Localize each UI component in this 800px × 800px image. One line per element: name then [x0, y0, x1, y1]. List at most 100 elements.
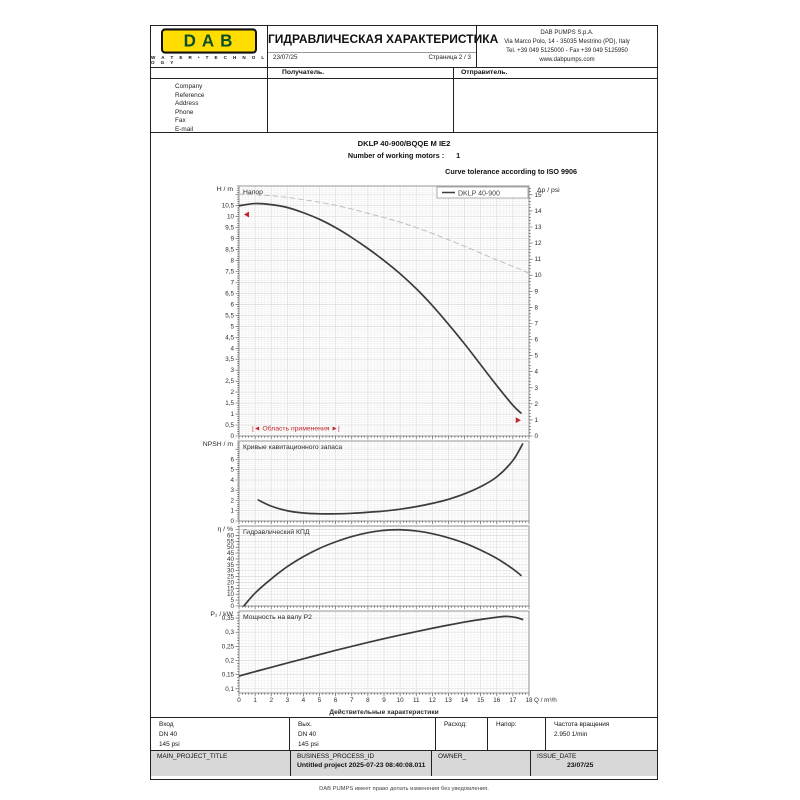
curve-efficiency_pct	[242, 528, 522, 607]
curve-shaft_power_kw	[239, 615, 524, 677]
speed-label: Частота вращения	[554, 721, 610, 728]
svg-text:11: 11	[535, 256, 542, 263]
svg-text:9,5: 9,5	[225, 225, 234, 232]
svg-text:55: 55	[227, 538, 235, 545]
document-sheet: DAB W A T E R • T E C H N O L O G Y ГИДР…	[150, 25, 658, 780]
svg-text:13: 13	[445, 697, 453, 704]
issue-date-cell: ISSUE_DATE 23/07/25	[531, 751, 657, 776]
contact-labels: Company Reference Address Phone Fax E-ma…	[151, 79, 268, 133]
page-title: ГИДРАВЛИЧЕСКАЯ ХАРАКТЕРИСТИКА	[268, 32, 499, 46]
svg-text:1: 1	[535, 417, 539, 424]
svg-text:2,5: 2,5	[225, 378, 234, 385]
svg-text:4,5: 4,5	[225, 334, 234, 341]
logo-tagline: W A T E R • T E C H N O L O G Y	[151, 54, 267, 65]
svg-text:30: 30	[227, 568, 235, 575]
flow-cell: Расход:	[436, 718, 488, 750]
svg-text:14: 14	[461, 697, 469, 704]
issue-date-value: 23/07/25	[567, 762, 594, 769]
svg-text:6: 6	[230, 301, 234, 308]
curve-pressure_psi	[239, 193, 530, 275]
svg-text:5: 5	[318, 697, 322, 704]
svg-text:Напор: Напор	[243, 189, 263, 196]
svg-text:7: 7	[230, 279, 234, 286]
svg-text:|◄ Область применения ►|: |◄ Область применения ►|	[252, 425, 340, 433]
svg-text:0,2: 0,2	[225, 657, 234, 664]
pump-curves-figure: 0 0,5 1 1,5 2 2,5 3 3,5 4 4,5 5 5,5 6 6,5 7 7,5 8 8,5 9 9,5…	[203, 185, 560, 716]
svg-text:3,5: 3,5	[225, 356, 234, 363]
svg-text:Действительные характеристики: Действительные характеристики	[329, 708, 438, 716]
svg-text:45: 45	[227, 550, 235, 557]
speed-value: 2.950 1/min	[554, 730, 588, 738]
svg-text:3: 3	[286, 697, 290, 704]
outlet-pressure: 145 psi	[298, 740, 319, 748]
svg-text:12: 12	[429, 697, 437, 704]
svg-text:5: 5	[230, 323, 234, 330]
svg-text:3: 3	[230, 487, 234, 494]
inlet-pressure: 145 psi	[159, 740, 180, 748]
project-footer-table: MAIN_PROJECT_TITLE BUSINESS_PROCESS_ID U…	[151, 751, 657, 776]
contact-row: Company Reference Address Phone Fax E-ma…	[151, 79, 657, 133]
svg-text:8: 8	[366, 697, 370, 704]
svg-text:0,15: 0,15	[222, 672, 235, 679]
svg-text:H / m: H / m	[217, 186, 234, 193]
owner-cell: OWNER_	[432, 751, 531, 776]
svg-text:20: 20	[227, 579, 235, 586]
working-motors-line: Number of working motors : 1	[151, 151, 657, 160]
svg-text:4: 4	[230, 345, 234, 352]
svg-text:2: 2	[230, 389, 234, 396]
process-id-label: BUSINESS_PROCESS_ID	[297, 753, 375, 760]
outlet-cell: Вых. DN 40 145 psi	[290, 718, 436, 750]
svg-text:14: 14	[535, 208, 543, 215]
svg-text:2: 2	[269, 697, 273, 704]
curve-head_m	[239, 202, 522, 414]
svg-text:1: 1	[230, 411, 234, 418]
svg-text:NPSH / m: NPSH / m	[203, 441, 234, 448]
dab-logo: DAB	[161, 27, 257, 54]
svg-text:Q / m³/h: Q / m³/h	[534, 697, 557, 704]
svg-text:5,5: 5,5	[225, 312, 234, 319]
svg-text:2: 2	[230, 497, 234, 504]
svg-text:7: 7	[535, 320, 539, 327]
svg-text:P₂ / kW: P₂ / kW	[210, 611, 233, 618]
svg-text:40: 40	[227, 556, 235, 563]
title-cell: ГИДРАВЛИЧЕСКАЯ ХАРАКТЕРИСТИКА 23/07/25 С…	[268, 26, 499, 67]
connections-table: Вход DN 40 145 psi Вых. DN 40 145 psi Ра…	[151, 718, 657, 751]
svg-text:1: 1	[253, 697, 257, 704]
speed-cell: Частота вращения 2.950 1/min	[546, 718, 657, 750]
svg-text:4: 4	[230, 477, 234, 484]
svg-text:1,5: 1,5	[225, 400, 234, 407]
svg-text:18: 18	[525, 697, 533, 704]
svg-text:0: 0	[237, 697, 241, 704]
svg-text:8,5: 8,5	[225, 247, 234, 254]
svg-text:2: 2	[535, 401, 539, 408]
svg-text:10: 10	[535, 272, 543, 279]
svg-text:6: 6	[535, 337, 539, 344]
svg-text:5: 5	[230, 467, 234, 474]
curve-npsh_m	[257, 443, 524, 515]
svg-text:12: 12	[535, 240, 543, 247]
working-motors-label: Number of working motors :	[347, 151, 445, 160]
svg-text:15: 15	[477, 697, 485, 704]
svg-text:15: 15	[535, 192, 543, 199]
svg-text:10: 10	[227, 214, 235, 221]
address-line: Via Marco Polo, 14 - 35035 Mestrino (PD)…	[504, 39, 630, 45]
project-title-label: MAIN_PROJECT_TITLE	[157, 753, 228, 760]
recipient-field	[268, 79, 454, 132]
curves-section: DKLP 40-900/BQQE M IE2 Number of working…	[151, 133, 657, 718]
svg-text:4: 4	[302, 697, 306, 704]
svg-text:6: 6	[230, 456, 234, 463]
project-title-cell: MAIN_PROJECT_TITLE	[151, 751, 291, 776]
svg-text:Гидравлический КПД: Гидравлический КПД	[243, 528, 310, 536]
svg-text:3: 3	[230, 367, 234, 374]
svg-text:13: 13	[535, 224, 543, 231]
doc-date: 23/07/25	[273, 54, 298, 61]
contact-label-address: Address	[175, 100, 199, 108]
svg-text:0,3: 0,3	[225, 629, 234, 636]
svg-text:1: 1	[230, 508, 234, 515]
svg-text:17: 17	[509, 697, 517, 704]
svg-text:15: 15	[227, 585, 235, 592]
svg-text:60: 60	[227, 532, 235, 539]
contact-label-fax: Fax	[175, 117, 186, 125]
address-line: www.dabpumps.com	[539, 57, 595, 63]
svg-text:Δp / psi: Δp / psi	[537, 187, 560, 194]
